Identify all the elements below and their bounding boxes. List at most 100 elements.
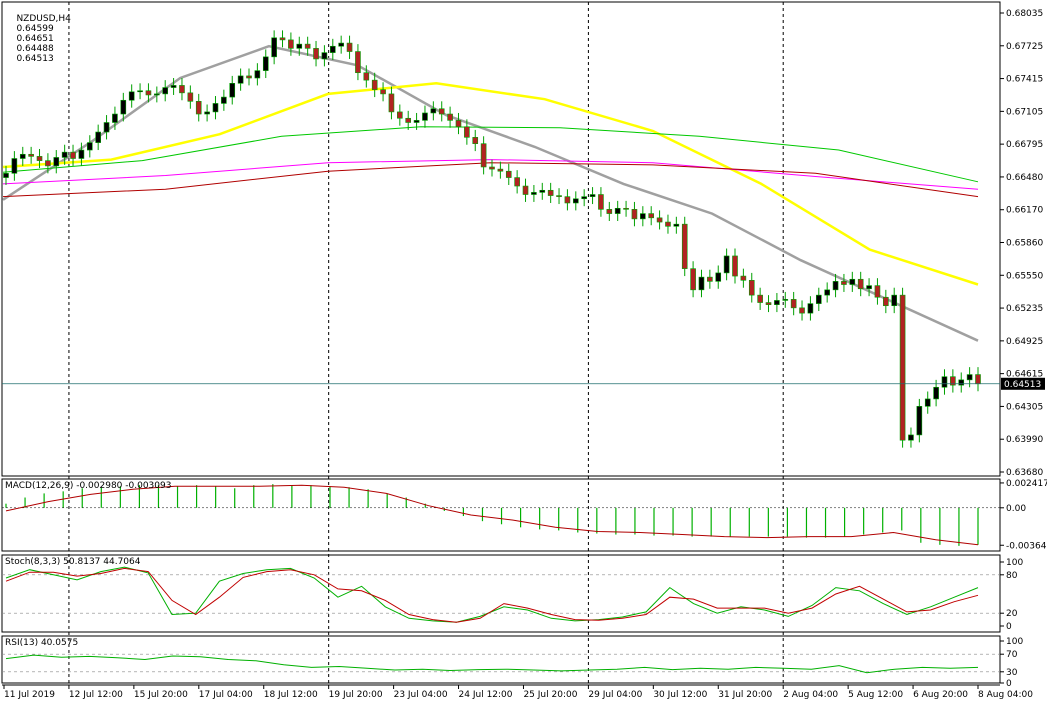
time-tick-label: 8 Aug 04:00: [978, 690, 1033, 700]
time-tick-label: 17 Jul 04:00: [199, 690, 253, 700]
candle-body: [237, 75, 244, 84]
price-tick-label: 0.67415: [1006, 75, 1043, 85]
time-tick-label: 15 Jul 20:00: [134, 690, 188, 700]
candle-body: [262, 56, 269, 71]
candle-body: [95, 131, 101, 143]
candle-body: [53, 157, 60, 167]
candle-body: [86, 142, 93, 151]
candle-body: [723, 255, 730, 274]
candle-body: [455, 120, 462, 128]
candle-body: [815, 294, 822, 304]
candle-body: [891, 294, 898, 307]
candle-body: [422, 112, 428, 121]
candle-body: [363, 72, 370, 81]
candle-body: [397, 111, 403, 119]
candle-body: [673, 223, 680, 227]
candle-body: [656, 217, 663, 223]
low-value: 0.64488: [16, 44, 54, 54]
candle-body: [824, 289, 830, 296]
moving-average-line: [2, 126, 979, 183]
candle-body: [380, 89, 386, 95]
candle-body: [78, 149, 85, 159]
candle-body: [413, 120, 420, 123]
candle-body: [740, 275, 747, 281]
candle-body: [958, 379, 965, 386]
price-tick-label: 0.64925: [1006, 337, 1043, 347]
candle-body: [531, 192, 537, 195]
candle-body: [908, 434, 914, 441]
stoch-tick-label: 80: [1006, 571, 1018, 581]
time-tick-label: 25 Jul 20:00: [523, 690, 577, 700]
candle-body: [254, 70, 261, 79]
candle-body: [321, 52, 328, 60]
candle-body: [665, 221, 671, 227]
candle-body: [45, 160, 51, 167]
candle-body: [489, 166, 495, 170]
candle-body: [732, 255, 738, 277]
candle-body: [883, 296, 889, 307]
candle-body: [154, 93, 160, 96]
time-tick-label: 11 Jul 2019: [4, 690, 55, 700]
candle-body: [924, 398, 931, 407]
macd-tick-label: 0.00: [1006, 504, 1026, 514]
candle-body: [832, 281, 839, 291]
candle-body: [103, 122, 110, 133]
rsi-tick-label: 30: [1006, 668, 1018, 678]
candle-body: [589, 194, 596, 197]
candle-body: [698, 276, 705, 291]
candle-body: [288, 39, 294, 49]
candle-body: [941, 376, 948, 388]
candle-body: [296, 43, 303, 49]
candle-body: [707, 276, 713, 282]
high-value: 0.64651: [16, 34, 54, 44]
candle-body: [438, 108, 445, 115]
price-tick-label: 0.64615: [1006, 370, 1043, 380]
time-tick-label: 29 Jul 04:00: [588, 690, 642, 700]
stoch-tick-label: 100: [1006, 558, 1023, 568]
candle-body: [614, 207, 621, 214]
candle-body: [505, 170, 512, 178]
moving-average-line: [2, 162, 979, 198]
candle-body: [966, 374, 973, 381]
candle-body: [640, 213, 646, 220]
candle-body: [849, 278, 856, 285]
price-tick-label: 0.67105: [1006, 107, 1043, 117]
candle-body: [681, 223, 688, 269]
candle-body: [606, 209, 613, 214]
current-price-badge: [1001, 377, 1045, 390]
stoch-signal-line: [5, 567, 979, 623]
candle-body: [447, 113, 453, 121]
price-tick-label: 0.68035: [1006, 9, 1043, 19]
time-tick-label: 23 Jul 04:00: [394, 690, 448, 700]
candle-body: [715, 272, 722, 282]
price-tick-label: 0.66795: [1006, 140, 1043, 150]
candle-body: [405, 117, 412, 123]
candle-body: [313, 48, 319, 60]
candle-body: [28, 153, 34, 157]
price-tick-label: 0.64305: [1006, 402, 1043, 412]
candle-body: [916, 406, 923, 436]
candle-body: [179, 85, 185, 94]
candle-body: [464, 126, 470, 138]
symbol-label: NZDUSD: [16, 14, 56, 24]
price-tick-label: 0.65860: [1006, 239, 1043, 249]
candle-body: [61, 151, 68, 158]
candle-body: [212, 103, 219, 113]
stoch-label: Stoch(8,3,3) 50.8137 44.7064: [5, 557, 141, 567]
main-pane-frame: [1, 1, 1001, 477]
candle-body: [572, 198, 579, 204]
rsi-tick-label: 0: [1006, 679, 1012, 689]
time-tick-label: 5 Aug 12:00: [848, 690, 903, 700]
candle-body: [799, 307, 805, 314]
candle-body: [279, 37, 286, 41]
candle-body: [36, 156, 43, 161]
candle-body: [748, 280, 755, 296]
candle-body: [841, 281, 847, 285]
candle-body: [497, 168, 504, 172]
candle-body: [388, 93, 395, 113]
candle-body: [112, 113, 118, 123]
candle-body: [857, 278, 864, 290]
candle-body: [950, 376, 956, 386]
